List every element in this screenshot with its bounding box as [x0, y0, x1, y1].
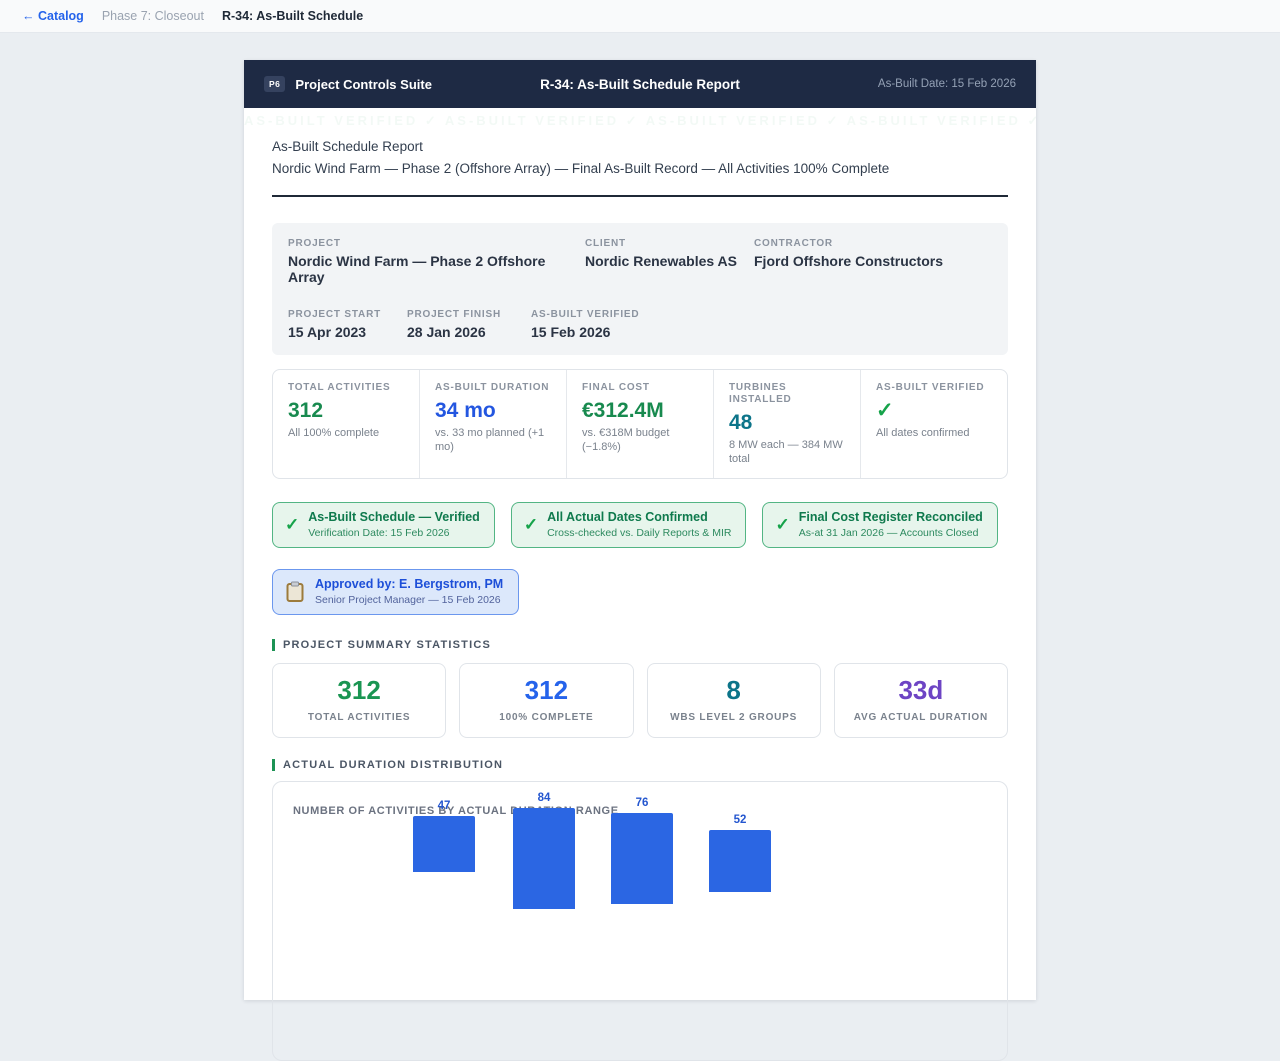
p6-logo-badge: P6: [264, 76, 286, 92]
approval-subtext: Senior Project Manager — 15 Feb 2026: [315, 594, 501, 606]
stat-label: 100% COMPLETE: [499, 712, 594, 723]
app-name: Project Controls Suite: [295, 76, 432, 92]
client-value: Nordic Renewables AS: [585, 253, 737, 269]
project-start-field: PROJECT START 15 Apr 2023: [288, 309, 407, 340]
project-finish-label: PROJECT FINISH: [407, 309, 501, 320]
breadcrumb-phase[interactable]: Phase 7: Closeout: [101, 9, 204, 23]
badge-schedule-verified: ✓ As-Built Schedule — Verified Verificat…: [272, 502, 495, 548]
stat-value: 8: [726, 675, 741, 705]
contractor-label: CONTRACTOR: [754, 238, 833, 249]
section-duration-distribution: ACTUAL DURATION DISTRIBUTION: [272, 759, 1008, 771]
chart-bar-value: 47: [437, 800, 451, 812]
badge-subtext: Cross-checked vs. Daily Reports & MIR: [547, 527, 732, 539]
chart-bar: [413, 816, 475, 872]
project-finish-value: 28 Jan 2026: [407, 324, 486, 340]
chart-bar-value: 76: [635, 797, 649, 809]
duration-chart: NUMBER OF ACTIVITIES BY ACTUAL DURATION …: [272, 781, 1008, 1061]
project-value: Nordic Wind Farm — Phase 2 Offshore Arra…: [288, 253, 546, 285]
chart-bar: [611, 813, 673, 904]
verification-badge-row: ✓ As-Built Schedule — Verified Verificat…: [272, 502, 1008, 548]
verified-date-label: AS-BUILT VERIFIED: [531, 309, 640, 320]
breadcrumb-current[interactable]: R-34: As-Built Schedule: [221, 9, 364, 23]
verified-date-field: AS-BUILT VERIFIED 15 Feb 2026: [531, 309, 639, 340]
kpi-total-activities: TOTAL ACTIVITIES 312 All 100% complete: [273, 370, 419, 478]
document-title: As-Built Schedule Report: [272, 139, 423, 154]
section-title: PROJECT SUMMARY STATISTICS: [283, 639, 492, 651]
stat-label: WBS LEVEL 2 GROUPS: [670, 712, 798, 723]
title-divider: [272, 195, 1008, 197]
kpi-final-cost: FINAL COST €312.4M vs. €318M budget (−1.…: [566, 370, 713, 478]
kpi-subtext: vs. 33 mo planned (+1 mo): [435, 427, 545, 453]
project-finish-field: PROJECT FINISH 28 Jan 2026: [407, 309, 531, 340]
kpi-value: 34 mo: [435, 399, 496, 422]
badge-title: Final Cost Register Reconciled: [798, 510, 983, 524]
breadcrumb: ← Catalog Phase 7: Closeout R-34: As-Bui…: [0, 0, 1280, 33]
kpi-subtext: 8 MW each — 384 MW total: [729, 439, 843, 465]
report-card: P6 Project Controls Suite R-34: As-Built…: [244, 60, 1036, 1061]
project-field: PROJECT Nordic Wind Farm — Phase 2 Offsh…: [288, 238, 585, 285]
chart-bar-value: 84: [537, 792, 551, 804]
kpi-label: TOTAL ACTIVITIES: [288, 382, 391, 393]
contractor-value: Fjord Offshore Constructors: [754, 253, 944, 269]
stat-complete: 312 100% COMPLETE: [459, 663, 634, 738]
badge-dates-confirmed: ✓ All Actual Dates Confirmed Cross-check…: [510, 502, 747, 548]
project-info-box: PROJECT Nordic Wind Farm — Phase 2 Offsh…: [272, 223, 1008, 355]
project-label: PROJECT: [288, 238, 341, 249]
project-start-value: 15 Apr 2023: [288, 324, 367, 340]
stat-label: TOTAL ACTIVITIES: [307, 712, 411, 723]
section-accent-bar: [272, 759, 275, 771]
stat-label: AVG ACTUAL DURATION: [853, 712, 989, 723]
report-header: P6 Project Controls Suite R-34: As-Built…: [244, 60, 1036, 108]
catalog-back-link[interactable]: ← Catalog: [22, 9, 84, 23]
stat-value: 33d: [898, 675, 944, 705]
kpi-as-built-duration: AS-BUILT DURATION 34 mo vs. 33 mo planne…: [419, 370, 566, 478]
stat-wbs-groups: 8 WBS LEVEL 2 GROUPS: [646, 663, 821, 738]
kpi-as-built-verified: AS-BUILT VERIFIED ✓ All dates confirmed: [860, 370, 1007, 478]
check-icon: ✓: [285, 514, 300, 534]
checkmark-icon: ✓: [876, 399, 894, 422]
approval-badge: Approved by: E. Bergstrom, PM Senior Pro…: [272, 569, 520, 615]
kpi-value: 312: [288, 399, 324, 422]
kpi-label: AS-BUILT DURATION: [435, 382, 550, 393]
chart-bar: [709, 830, 771, 892]
verified-date-value: 15 Feb 2026: [531, 324, 611, 340]
kpi-label: TURBINES INSTALLED: [729, 382, 792, 405]
kpi-subtext: vs. €318M budget (−1.8%): [582, 427, 670, 453]
badge-title: As-Built Schedule — Verified: [308, 510, 480, 524]
as-built-date: As-Built Date: 15 Feb 2026: [877, 78, 1016, 90]
check-icon: ✓: [523, 514, 539, 534]
stat-avg-duration: 33d AVG ACTUAL DURATION: [833, 663, 1008, 738]
badge-cost-reconciled: ✓ Final Cost Register Reconciled As-at 3…: [762, 502, 998, 548]
kpi-turbines-installed: TURBINES INSTALLED 48 8 MW each — 384 MW…: [713, 370, 860, 478]
chart-bar: [513, 808, 575, 909]
contractor-field: CONTRACTOR Fjord Offshore Constructors: [754, 238, 943, 285]
badge-subtext: Verification Date: 15 Feb 2026: [308, 527, 450, 539]
section-summary-statistics: PROJECT SUMMARY STATISTICS: [272, 639, 1008, 651]
stat-total-activities: 312 TOTAL ACTIVITIES: [272, 663, 447, 738]
client-label: CLIENT: [585, 238, 626, 249]
kpi-subtext: All dates confirmed: [876, 427, 970, 439]
approval-title: Approved by: E. Bergstrom, PM: [315, 577, 504, 591]
badge-title: All Actual Dates Confirmed: [547, 510, 708, 524]
stats-row: 312 TOTAL ACTIVITIES 312 100% COMPLETE 8…: [272, 663, 1008, 738]
check-icon: ✓: [775, 514, 790, 534]
section-title: ACTUAL DURATION DISTRIBUTION: [283, 759, 504, 771]
kpi-value: 48: [729, 411, 753, 434]
chart-bar-value: 52: [733, 814, 747, 826]
badge-subtext: As-at 31 Jan 2026 — Accounts Closed: [798, 527, 979, 539]
stat-value: 312: [337, 675, 381, 705]
kpi-label: FINAL COST: [582, 382, 650, 393]
kpi-strip: TOTAL ACTIVITIES 312 All 100% complete A…: [272, 369, 1008, 479]
section-accent-bar: [272, 639, 275, 651]
kpi-label: AS-BUILT VERIFIED: [876, 382, 985, 393]
kpi-value: €312.4M: [582, 399, 664, 422]
clipboard-icon: [285, 581, 305, 603]
kpi-subtext: All 100% complete: [288, 427, 380, 439]
client-field: CLIENT Nordic Renewables AS: [585, 238, 754, 285]
stat-value: 312: [524, 675, 569, 705]
project-start-label: PROJECT START: [288, 309, 381, 320]
document-subtitle: Nordic Wind Farm — Phase 2 (Offshore Arr…: [272, 161, 890, 176]
watermark-strip: AS-BUILT VERIFIED ✓ AS-BUILT VERIFIED ✓ …: [244, 113, 1036, 128]
